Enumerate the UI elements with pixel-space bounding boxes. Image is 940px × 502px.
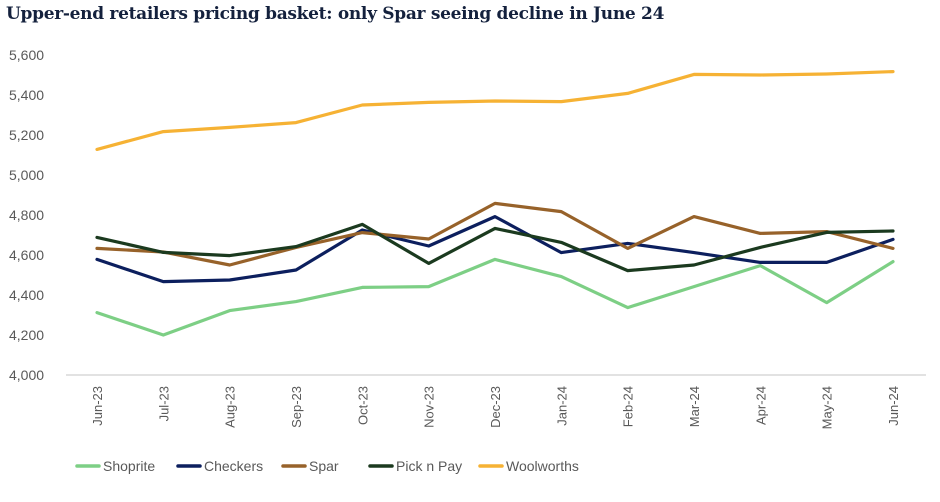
x-tick-label: Jan-24: [554, 386, 569, 426]
legend-label: Checkers: [204, 458, 263, 474]
x-tick-label: Mar-24: [687, 386, 702, 427]
x-tick-label: Jul-23: [156, 386, 171, 421]
y-tick-label: 4,400: [9, 287, 44, 303]
x-tick-label: Sep-23: [289, 386, 304, 428]
series-line-woolworths: [95, 69, 895, 151]
y-tick-label: 4,000: [9, 367, 44, 383]
y-tick-label: 5,000: [9, 167, 44, 183]
x-tick-label: Apr-24: [753, 386, 768, 425]
x-tick-label: Nov-23: [422, 386, 437, 428]
y-tick-label: 5,200: [9, 127, 44, 143]
y-tick-label: 5,600: [9, 47, 44, 63]
y-tick-label: 4,200: [9, 327, 44, 343]
x-tick-label: May-24: [820, 386, 835, 429]
chart-title: Upper-end retailers pricing basket: only…: [6, 4, 665, 24]
legend-label: Pick n Pay: [396, 458, 462, 474]
legend-label: Shoprite: [103, 458, 155, 474]
legend-item-pick-n-pay: Pick n Pay: [368, 458, 462, 474]
y-axis: 4,000 4,200 4,400 4,600 4,800 5,000 5,200 5,400…: [9, 47, 44, 383]
series-line-shoprite: [95, 257, 895, 337]
x-tick-label: Dec-23: [488, 386, 503, 428]
y-tick-label: 5,400: [9, 87, 44, 103]
legend: Shoprite Checkers Spar Pick n Pay Woolworths: [75, 458, 579, 474]
series-line-pick-n-pay: [95, 222, 895, 273]
x-tick-label: Jun-23: [90, 386, 105, 426]
x-tick-label: Jun-24: [886, 386, 901, 426]
y-tick-label: 4,800: [9, 207, 44, 223]
legend-item-checkers: Checkers: [176, 458, 263, 474]
x-tick-label: Oct-23: [355, 386, 370, 425]
series-line-checkers: [95, 215, 895, 284]
legend-label: Spar: [309, 458, 339, 474]
x-axis: Jun-23 Jul-23 Aug-23 Sep-23 Oct-23 Nov-23 Dec-…: [90, 386, 901, 429]
series-group: [95, 69, 895, 337]
series-line-spar: [95, 201, 895, 267]
y-tick-label: 4,600: [9, 247, 44, 263]
legend-label: Woolworths: [506, 458, 579, 474]
legend-item-spar: Spar: [281, 458, 339, 474]
legend-item-shoprite: Shoprite: [75, 458, 155, 474]
legend-item-woolworths: Woolworths: [478, 458, 579, 474]
x-tick-label: Feb-24: [621, 386, 636, 427]
x-tick-label: Aug-23: [223, 386, 238, 428]
